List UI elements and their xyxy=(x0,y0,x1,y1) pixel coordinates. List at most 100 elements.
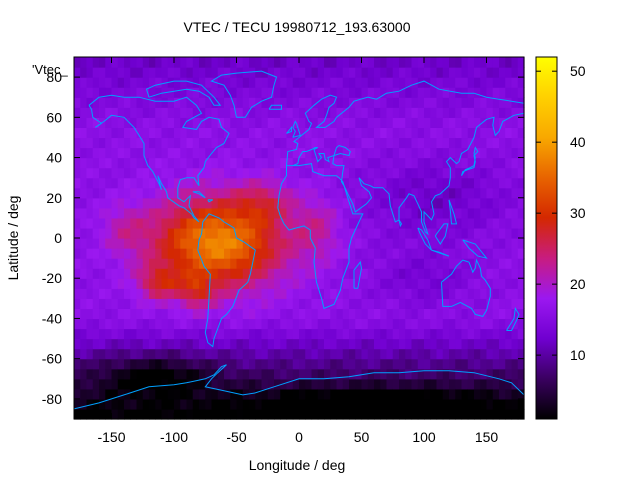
heatmap-cell xyxy=(155,147,163,159)
heatmap-cell xyxy=(211,338,219,350)
heatmap-cell xyxy=(292,308,300,320)
heatmap-cell xyxy=(449,238,456,249)
heatmap-cell xyxy=(280,408,288,420)
heatmap-cell xyxy=(455,67,463,78)
heatmap-cell xyxy=(311,217,319,229)
heatmap-cell xyxy=(180,87,188,98)
heatmap-cell xyxy=(230,328,238,340)
heatmap-cell xyxy=(505,77,513,88)
heatmap-cell xyxy=(399,358,406,370)
heatmap-cell xyxy=(517,227,525,239)
heatmap-cell xyxy=(180,147,188,159)
heatmap-cell xyxy=(461,127,469,139)
heatmap-cell xyxy=(511,137,519,149)
heatmap-cell xyxy=(336,107,344,118)
heatmap-cell xyxy=(224,217,231,229)
heatmap-cell xyxy=(142,167,150,179)
heatmap-cell xyxy=(130,107,138,118)
heatmap-cell xyxy=(111,127,119,139)
heatmap-cell xyxy=(149,207,156,219)
heatmap-cell xyxy=(399,187,406,199)
heatmap-cell xyxy=(142,238,150,249)
heatmap-cell xyxy=(505,318,513,330)
heatmap-cell xyxy=(311,388,319,400)
heatmap-cell xyxy=(299,378,306,390)
heatmap-cell xyxy=(130,87,138,98)
heatmap-cell xyxy=(186,187,194,199)
heatmap-cell xyxy=(486,67,494,78)
heatmap-cell xyxy=(149,318,156,330)
heatmap-cell xyxy=(92,318,100,330)
heatmap-cell xyxy=(455,127,463,139)
heatmap-cell xyxy=(186,308,194,320)
heatmap-cell xyxy=(374,258,381,269)
x-tick-label: 100 xyxy=(412,429,436,445)
heatmap-cell xyxy=(192,248,200,259)
heatmap-cell xyxy=(117,298,125,309)
heatmap-cell xyxy=(299,87,306,98)
heatmap-cell xyxy=(105,197,113,209)
heatmap-cell xyxy=(74,207,81,219)
heatmap-cell xyxy=(205,207,213,219)
heatmap-cell xyxy=(167,368,175,380)
heatmap-cell xyxy=(205,77,213,88)
heatmap-cell xyxy=(330,207,338,219)
heatmap-cell xyxy=(342,258,350,269)
heatmap-cell xyxy=(236,298,244,309)
heatmap-cell xyxy=(199,268,206,279)
heatmap-cell xyxy=(436,358,444,370)
heatmap-cell xyxy=(130,358,138,370)
heatmap-cell xyxy=(474,278,481,289)
heatmap-cell xyxy=(105,97,113,108)
heatmap-cell xyxy=(174,388,181,400)
y-tick-label: 0 xyxy=(54,230,62,246)
heatmap-cell xyxy=(411,408,419,420)
heatmap-cell xyxy=(449,398,456,410)
heatmap-cell xyxy=(117,278,125,289)
heatmap-cell xyxy=(292,97,300,108)
heatmap-cell xyxy=(411,368,419,380)
heatmap-cell xyxy=(517,57,525,68)
heatmap-cell xyxy=(417,408,425,420)
heatmap-cell xyxy=(92,288,100,299)
heatmap-cell xyxy=(467,298,475,309)
heatmap-cell xyxy=(336,87,344,98)
heatmap-cell xyxy=(117,157,125,169)
heatmap-cell xyxy=(280,117,288,128)
heatmap-cell xyxy=(224,107,231,118)
heatmap-cell xyxy=(311,368,319,380)
heatmap-cell xyxy=(292,258,300,269)
coastline xyxy=(448,199,458,225)
heatmap-cell xyxy=(374,328,381,340)
heatmap-cell xyxy=(299,127,306,139)
heatmap-cell xyxy=(299,338,306,350)
heatmap-cell xyxy=(105,227,113,239)
heatmap-cell xyxy=(342,97,350,108)
heatmap-cell xyxy=(142,117,150,128)
heatmap-cell xyxy=(324,338,331,350)
heatmap-cell xyxy=(399,167,406,179)
heatmap-cell xyxy=(405,338,413,350)
heatmap-cell xyxy=(405,157,413,169)
heatmap-cell xyxy=(255,338,263,350)
heatmap-cell xyxy=(517,348,525,360)
heatmap-cell xyxy=(342,207,350,219)
heatmap-cell xyxy=(511,57,519,68)
heatmap-cell xyxy=(361,97,369,108)
heatmap-cell xyxy=(105,157,113,169)
heatmap-cell xyxy=(92,378,100,390)
heatmap-cell xyxy=(199,348,206,360)
heatmap-cell xyxy=(342,348,350,360)
heatmap-cell xyxy=(180,348,188,360)
heatmap-cell xyxy=(392,107,400,118)
heatmap-cell xyxy=(405,207,413,219)
heatmap-cell xyxy=(399,288,406,299)
heatmap-cell xyxy=(486,408,494,420)
heatmap-cell xyxy=(411,238,419,249)
heatmap-cell xyxy=(499,77,506,88)
heatmap-cell xyxy=(392,167,400,179)
heatmap-cell xyxy=(299,328,306,340)
heatmap-cell xyxy=(136,57,144,68)
heatmap-cell xyxy=(142,278,150,289)
heatmap-cell xyxy=(480,127,488,139)
